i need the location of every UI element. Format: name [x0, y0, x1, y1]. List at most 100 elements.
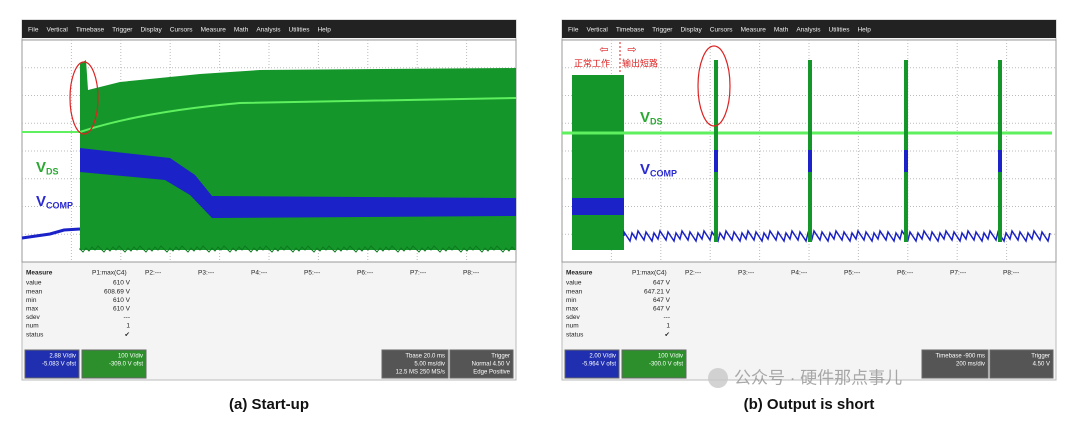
- measure-header: P1:max(C4): [92, 270, 127, 277]
- measure-name: status: [566, 331, 584, 338]
- annotation-short: 输出短路: [622, 57, 658, 68]
- measure-header: P4:---: [251, 270, 267, 277]
- measure-name: sdev: [566, 314, 580, 321]
- watermark: 公众号 · 硬件那点事儿: [734, 368, 902, 387]
- menu-item: Trigger: [112, 27, 133, 34]
- vcomp-label-sub: COMP: [650, 168, 677, 178]
- vcomp-block: [572, 198, 624, 215]
- vcomp-noise: [623, 229, 1051, 243]
- menu-item: Display: [140, 27, 162, 34]
- measure-header: P5:---: [304, 270, 320, 277]
- measure-value: 610 V: [113, 280, 131, 287]
- menu-item: Analysis: [256, 27, 281, 34]
- caption: (b) Output is short: [744, 396, 875, 413]
- measure-header: P4:---: [791, 270, 807, 277]
- measure-header: Measure: [26, 270, 53, 277]
- vds-envelope: [80, 60, 516, 250]
- measure-value: ✔: [125, 331, 131, 338]
- measure-value: 647 V: [653, 306, 671, 313]
- vds-label-sub: DS: [46, 166, 59, 176]
- measure-header: P8:---: [463, 270, 479, 277]
- vds-label: V: [640, 109, 650, 126]
- ch1-box: [24, 349, 80, 379]
- vcomp-band: [80, 148, 516, 218]
- vds-label-sub: DS: [650, 116, 663, 126]
- menu-item: Trigger: [652, 27, 673, 34]
- annotation-normal: 正常工作: [574, 57, 610, 68]
- ch1-text: -5.083 V ofst: [42, 362, 76, 368]
- vds-line: [22, 97, 517, 133]
- measure-name: sdev: [26, 314, 40, 321]
- measure-value: 647.21 V: [644, 288, 671, 295]
- arrow-right: ⇨: [627, 44, 636, 56]
- trigger-text: Trigger: [1031, 354, 1050, 360]
- vcomp-spike: [714, 150, 718, 172]
- measure-value: 1: [666, 323, 670, 330]
- timebase-text: 12.5 MS 250 MS/s: [396, 370, 445, 376]
- menu-item: Vertical: [46, 27, 68, 34]
- measure-header: P2:---: [145, 270, 161, 277]
- menu-item: Measure: [741, 27, 767, 34]
- ch2-box: [621, 349, 687, 379]
- ch2-box: [81, 349, 147, 379]
- menu-item: Help: [317, 27, 331, 34]
- measure-value: 610 V: [113, 297, 131, 304]
- menu-bar: [562, 20, 1056, 38]
- measure-header: P8:---: [1003, 270, 1019, 277]
- menu-item: Cursors: [170, 27, 194, 34]
- vcomp-label-sub: COMP: [46, 200, 73, 210]
- timebase-text: 5.00 ms/div: [414, 362, 445, 368]
- measure-header: P5:---: [844, 270, 860, 277]
- ch2-text: -300.0 V ofst: [649, 362, 683, 368]
- ch2-text: 100 V/div: [118, 354, 143, 360]
- measure-name: max: [26, 306, 39, 313]
- measure-header: P3:---: [198, 270, 214, 277]
- measure-value: ---: [664, 314, 671, 321]
- menu-item: Cursors: [710, 27, 734, 34]
- trigger-text: Trigger: [491, 354, 510, 360]
- menu-item: Help: [857, 27, 871, 34]
- menu-item: Measure: [201, 27, 227, 34]
- menu-item: Utilities: [289, 27, 311, 34]
- menu-item: Utilities: [829, 27, 851, 34]
- scope-panel: File Vertical Timebase Trigger Display Cursor…: [21, 19, 517, 381]
- menu-item: File: [568, 27, 579, 34]
- menu-item: Math: [774, 27, 789, 34]
- vcomp-spike: [904, 150, 908, 172]
- vcomp-label: V: [640, 161, 650, 178]
- menu-item: Display: [680, 27, 702, 34]
- vds-block: [572, 75, 624, 250]
- ch1-text: 2.88 V/div: [49, 354, 76, 360]
- menu-item: Timebase: [76, 27, 105, 34]
- menu-item: File: [28, 27, 39, 34]
- measure-name: min: [566, 297, 577, 304]
- highlight-circle: [69, 61, 99, 135]
- measure-value: 610 V: [113, 306, 131, 313]
- vds-label: V: [36, 159, 46, 176]
- ch2-text: -309.0 V ofst: [109, 362, 143, 368]
- ch1-box: [564, 349, 620, 379]
- vcomp-spike: [808, 150, 812, 172]
- measure-name: mean: [26, 288, 43, 295]
- menu-item: Analysis: [796, 27, 821, 34]
- vcomp-spike: [998, 150, 1002, 172]
- watermark-icon: [708, 368, 728, 388]
- measure-name: min: [26, 297, 37, 304]
- menu-item: Timebase: [616, 27, 645, 34]
- measure-name: max: [566, 306, 579, 313]
- measure-name: value: [26, 280, 42, 287]
- measure-value: ✔: [665, 331, 671, 338]
- trigger-box: [989, 349, 1054, 379]
- trigger-text: 4.50 V: [1033, 362, 1050, 368]
- measure-header: P7:---: [410, 270, 426, 277]
- measure-name: num: [26, 323, 39, 330]
- trigger-text: Normal 4.50 V: [472, 362, 510, 368]
- measure-header: P6:---: [357, 270, 373, 277]
- ch1-text: -5.964 V ofst: [582, 362, 616, 368]
- caption: (a) Start-up: [229, 396, 309, 413]
- menu-bar: [22, 20, 516, 38]
- measure-value: 647 V: [653, 280, 671, 287]
- measure-value: 1: [126, 323, 130, 330]
- highlight-circle: [697, 45, 731, 127]
